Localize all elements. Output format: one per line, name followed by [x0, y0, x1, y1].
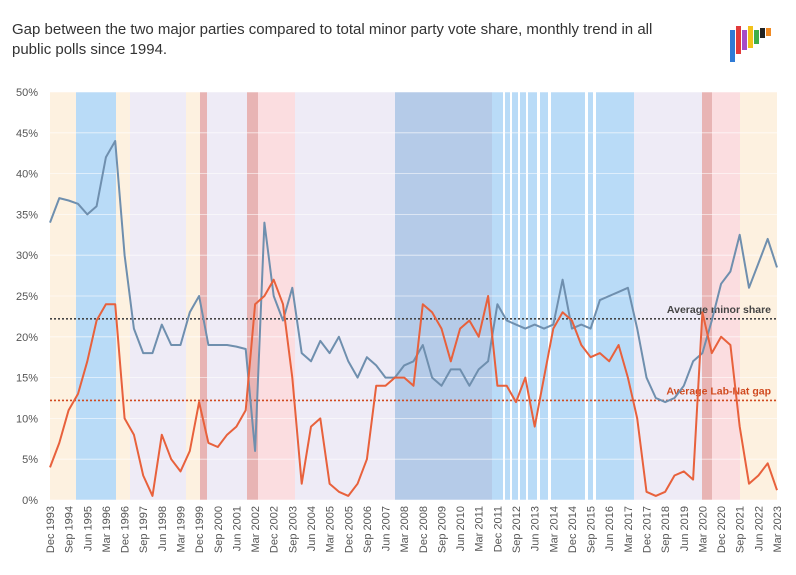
average-label: Average Lab-Nat gap [666, 385, 771, 397]
x-tick-label: Jun 2016 [604, 506, 616, 551]
x-tick-label: Dec 2014 [567, 506, 579, 553]
y-tick-label: 50% [16, 87, 38, 99]
x-tick-label: Dec 2011 [492, 506, 504, 552]
x-tick-label: Mar 2017 [623, 506, 635, 552]
x-tick-label: Mar 2005 [325, 506, 337, 552]
x-tick-label: Jun 2010 [455, 506, 467, 551]
series-line [49, 140, 778, 452]
x-tick-label: Dec 2017 [642, 506, 654, 553]
chart-title: Gap between the two major parties compar… [12, 21, 652, 38]
x-tick-label: Mar 1996 [101, 506, 113, 552]
series-line [49, 278, 778, 497]
x-tick-label: Mar 2014 [548, 506, 560, 552]
x-tick-label: Mar 2002 [250, 506, 262, 552]
x-tick-label: Mar 2011 [474, 506, 486, 552]
x-tick-label: Sep 2000 [213, 506, 225, 553]
x-tick-label: Mar 2008 [399, 506, 411, 552]
x-tick-label: Jun 2022 [753, 506, 765, 551]
y-tick-label: 10% [16, 413, 38, 425]
x-tick-label: Jun 2004 [306, 506, 318, 551]
y-tick-label: 0% [22, 495, 38, 507]
x-tick-label: Mar 2020 [697, 506, 709, 552]
y-tick-label: 20% [16, 332, 38, 344]
x-tick-label: Jun 2007 [381, 506, 393, 551]
y-tick-label: 30% [16, 250, 38, 262]
x-tick-label: Sep 2012 [511, 506, 523, 553]
x-tick-label: Dec 2008 [418, 506, 430, 553]
y-tick-label: 25% [16, 291, 38, 303]
chart-title: public polls since 1994. [12, 41, 167, 58]
x-tick-label: Dec 2005 [343, 506, 355, 553]
x-tick-label: Jun 2019 [679, 506, 691, 551]
x-tick-label: Sep 2006 [362, 506, 374, 553]
x-tick-label: Sep 1997 [138, 506, 150, 553]
y-tick-label: 45% [16, 128, 38, 140]
y-tick-label: 5% [22, 454, 38, 466]
x-tick-label: Dec 1996 [120, 506, 132, 553]
x-tick-label: Sep 2003 [287, 506, 299, 553]
x-tick-label: Jun 1995 [82, 506, 94, 551]
x-tick-label: Jun 2001 [231, 506, 243, 551]
logo [730, 26, 771, 62]
x-tick-label: Dec 2002 [269, 506, 281, 553]
x-tick-label: Sep 2015 [586, 506, 598, 553]
x-tick-label: Dec 1993 [45, 506, 57, 553]
x-tick-label: Jun 1998 [157, 506, 169, 551]
x-tick-label: Sep 2018 [660, 506, 672, 553]
x-tick-label: Mar 1999 [175, 506, 187, 552]
y-tick-label: 35% [16, 209, 38, 221]
x-tick-label: Mar 2023 [772, 506, 784, 552]
y-tick-label: 40% [16, 169, 38, 181]
x-tick-label: Sep 1994 [64, 506, 76, 553]
y-tick-label: 15% [16, 373, 38, 385]
x-tick-label: Dec 2020 [716, 506, 728, 553]
x-tick-label: Jun 2013 [530, 506, 542, 551]
x-tick-label: Dec 1999 [194, 506, 206, 553]
average-label: Average minor share [667, 304, 771, 316]
x-tick-label: Sep 2009 [436, 506, 448, 553]
x-tick-label: Sep 2021 [735, 506, 747, 553]
